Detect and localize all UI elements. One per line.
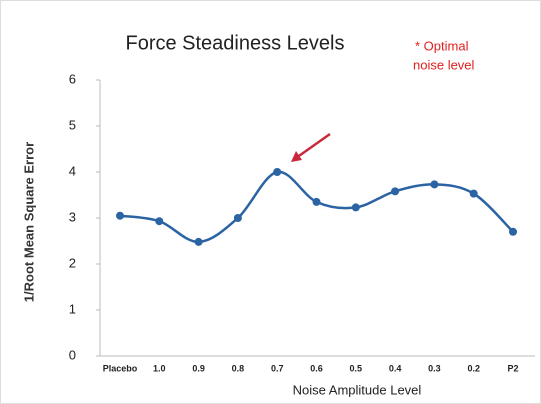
point xyxy=(194,237,203,246)
x-tick-label: 1.0 xyxy=(153,363,166,373)
point xyxy=(155,217,164,226)
y-tick-label: 2 xyxy=(69,255,76,270)
y-axis-label: 1/Root Mean Square Error xyxy=(21,142,36,302)
point xyxy=(469,189,478,198)
y-tick-label: 1 xyxy=(69,301,76,316)
point xyxy=(233,214,242,222)
point xyxy=(391,187,400,196)
point xyxy=(273,168,282,176)
y-tick-label: 4 xyxy=(69,163,76,178)
annotation: * Optimal xyxy=(415,38,469,53)
x-tick-label: 0.4 xyxy=(389,363,402,373)
x-tick-label: 0.2 xyxy=(467,363,480,373)
point xyxy=(116,211,124,220)
y-tick-label: 3 xyxy=(69,209,76,224)
annotation: noise level xyxy=(413,57,475,72)
x-axis-label: Noise Amplitude Level xyxy=(293,382,422,397)
x-tick-label: 0.3 xyxy=(428,363,441,373)
point xyxy=(509,227,517,236)
x-tick-label: 0.7 xyxy=(271,363,284,373)
x-tick-label: 0.6 xyxy=(310,363,323,373)
chart-title: Force Steadiness Levels xyxy=(125,32,344,54)
point xyxy=(312,197,321,206)
x-tick-label: P2 xyxy=(507,363,518,373)
y-tick-label: 6 xyxy=(69,71,76,86)
x-tick-label: Placebo xyxy=(103,363,138,373)
x-tick-label: 0.9 xyxy=(192,363,205,373)
arrow xyxy=(295,132,331,160)
y-tick-label: 5 xyxy=(69,117,76,132)
point xyxy=(351,203,360,212)
arrow-head xyxy=(291,151,302,162)
y-tick-label: 0 xyxy=(69,347,76,362)
point xyxy=(430,180,439,189)
x-tick-label: 0.5 xyxy=(350,363,363,373)
x-tick-label: 0.8 xyxy=(232,363,245,373)
